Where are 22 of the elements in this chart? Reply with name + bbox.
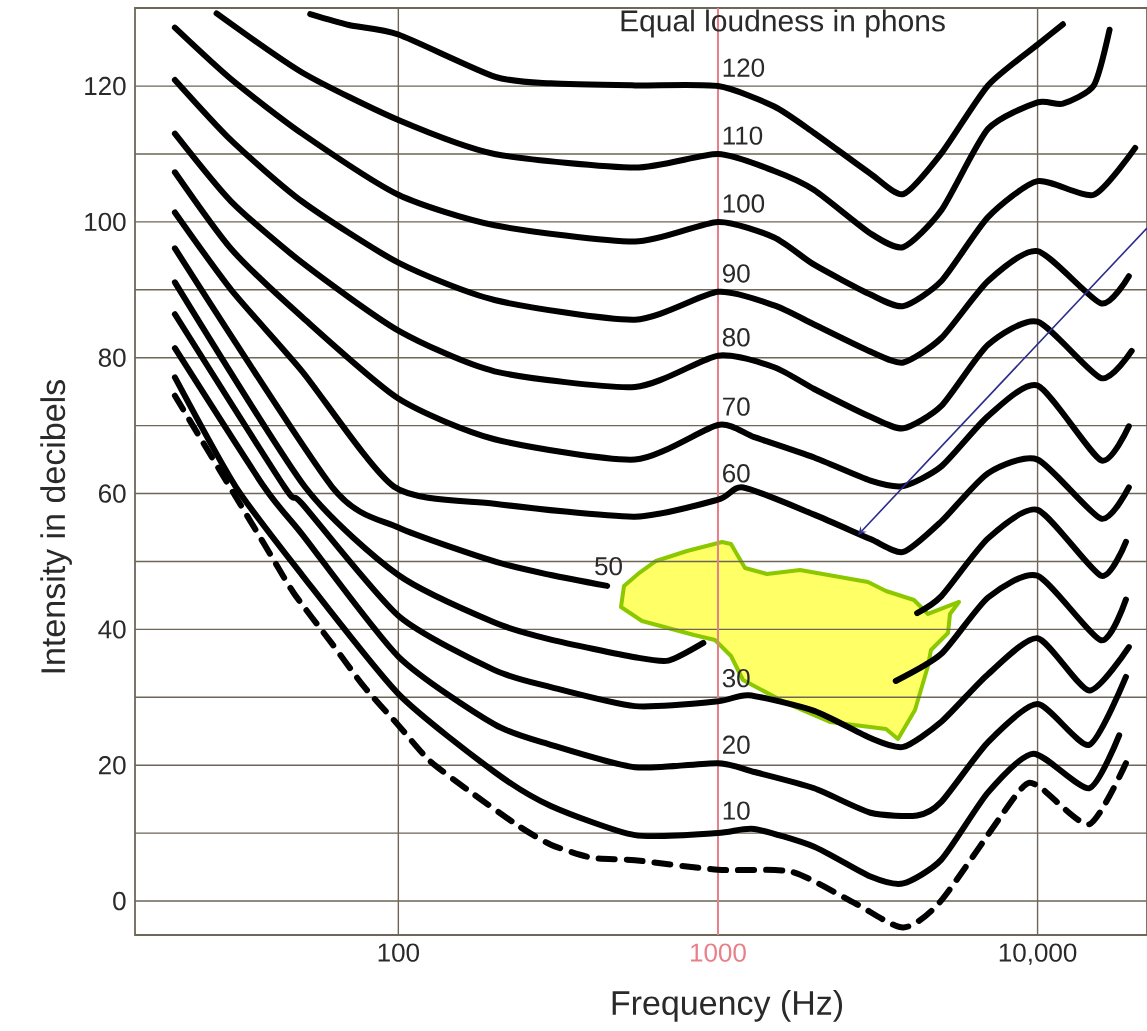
y-tick-label: 0	[113, 891, 126, 911]
series-label: 80	[722, 328, 750, 347]
series-label: 70	[723, 397, 750, 416]
y-tick-label: 60	[99, 484, 126, 503]
x-tick-label: 100	[378, 943, 420, 962]
y-tick-label: 80	[98, 348, 126, 367]
series-label: 50	[595, 556, 622, 576]
series-label: 110	[723, 126, 763, 145]
series-label: 60	[723, 464, 750, 483]
y-tick-label: 20	[99, 755, 126, 775]
x-axis-title: Frequency (Hz)	[612, 990, 843, 1022]
series-label: 100	[723, 194, 765, 213]
series-label: 20	[723, 735, 750, 754]
y-tick-label: 120	[85, 76, 126, 96]
x-tick-label: 10,000	[999, 943, 1077, 965]
y-axis-title: Intensity in decibels	[40, 380, 72, 673]
x-tick-label: 1000	[691, 943, 746, 962]
series-label: 90	[722, 264, 750, 283]
y-tick-label: 40	[98, 620, 126, 639]
series-label: 10	[723, 801, 750, 820]
y-tick-label: 100	[85, 212, 126, 232]
series-label: 120	[723, 58, 765, 77]
